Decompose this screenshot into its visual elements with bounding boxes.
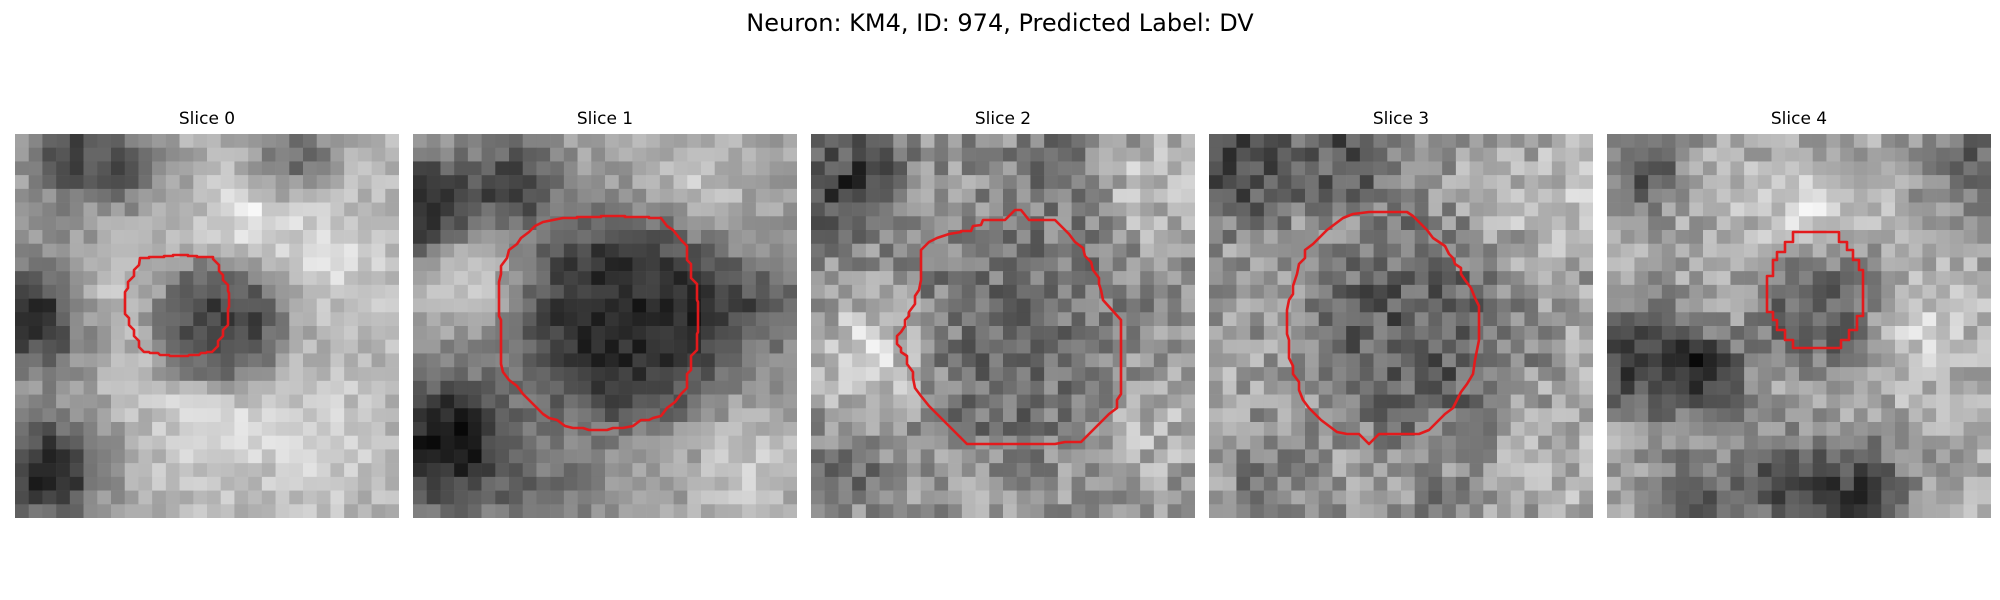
slice-panel-1: Slice 1 — [413, 106, 797, 526]
microscopy-image — [15, 134, 399, 518]
slice-panel-3: Slice 3 — [1209, 106, 1593, 526]
pixel-grid — [811, 134, 1195, 518]
neuron-outline — [123, 253, 231, 358]
slice-title: Slice 2 — [974, 109, 1032, 129]
slice-title: Slice 3 — [1372, 109, 1430, 129]
slice-title: Slice 4 — [1770, 109, 1828, 129]
pixel-grid — [15, 134, 399, 518]
microscopy-image — [413, 134, 797, 518]
slice-panel-2: Slice 2 — [811, 106, 1195, 526]
slice-panel-4: Slice 4 — [1607, 106, 1991, 526]
neuron-outline — [895, 208, 1123, 446]
slice-title: Slice 0 — [178, 109, 236, 129]
neuron-outline — [1765, 230, 1865, 350]
neuron-outline — [497, 214, 700, 432]
neuron-outline — [1285, 210, 1481, 446]
microscopy-image — [811, 134, 1195, 518]
slice-title: Slice 1 — [576, 109, 634, 129]
pixel-grid — [1607, 134, 1991, 518]
microscopy-image — [1607, 134, 1991, 518]
pixel-grid — [1209, 134, 1593, 518]
microscopy-image — [1209, 134, 1593, 518]
slice-panel-0: Slice 0 — [15, 106, 399, 526]
pixel-grid — [413, 134, 797, 518]
figure-title: Neuron: KM4, ID: 974, Predicted Label: D… — [746, 9, 1254, 37]
